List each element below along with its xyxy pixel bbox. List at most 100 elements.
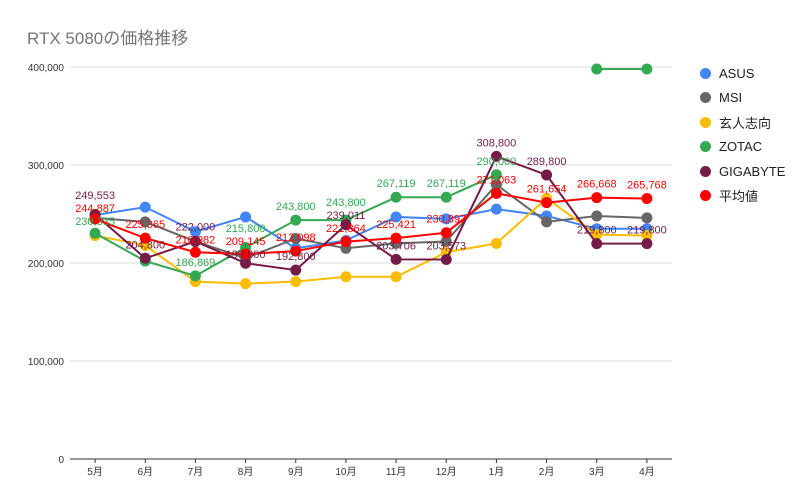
series-line: [95, 183, 647, 260]
data-point: [139, 216, 151, 228]
legend-marker: [700, 190, 711, 202]
data-point: [89, 227, 101, 239]
x-tick-label: 6月: [137, 466, 153, 478]
data-label: 219,800: [627, 225, 667, 237]
data-label: 289,800: [527, 156, 567, 168]
data-label: 239,011: [326, 210, 365, 222]
data-label: 212,098: [276, 232, 316, 244]
legend-item: 平均値: [700, 184, 785, 209]
x-tick-label: 7月: [188, 466, 204, 478]
x-tick-label: 12月: [436, 466, 457, 478]
legend-label: ZOTAC: [719, 139, 763, 155]
data-point: [340, 236, 352, 248]
legend-marker: [700, 67, 711, 79]
data-point: [340, 271, 352, 283]
data-point: [641, 193, 653, 205]
data-label: 225,421: [376, 219, 416, 231]
data-label: 203,573: [426, 240, 466, 252]
data-label: 203,706: [376, 240, 416, 252]
data-label: 204,800: [125, 239, 165, 251]
legend-label: 平均値: [719, 189, 759, 205]
series-line: [94, 155, 647, 272]
legend-marker: [700, 141, 711, 153]
data-point: [591, 238, 603, 250]
legend-item: ZOTAC: [700, 135, 785, 160]
data-point: [139, 232, 151, 244]
data-point: [240, 257, 252, 269]
data-label: 199,800: [226, 249, 266, 261]
legend-marker: [700, 165, 711, 177]
series-ZOTAC: [89, 63, 653, 282]
x-tick-label: 10月: [335, 466, 356, 478]
legend-label: MSI: [719, 90, 743, 106]
data-label: 192,800: [276, 251, 316, 263]
data-point: [440, 213, 452, 225]
x-tick-label: 2月: [539, 466, 555, 478]
legend-label: GIGABYTE: [719, 163, 786, 179]
data-point: [490, 187, 502, 199]
data-label: 221,864: [326, 223, 366, 235]
data-label: 225,365: [125, 219, 165, 231]
data-label: 219,800: [577, 225, 617, 237]
series-line: [94, 192, 647, 256]
data-point: [240, 278, 252, 290]
data-point: [541, 169, 553, 181]
data-point: [240, 211, 252, 223]
data-label: 222,000: [176, 221, 216, 233]
legend-marker: [700, 116, 711, 128]
data-label: 209,145: [226, 236, 266, 248]
data-label: 261,654: [527, 184, 567, 196]
data-label: 186,869: [176, 257, 216, 269]
x-tick-label: 1月: [489, 466, 505, 478]
data-label: 215,800: [226, 223, 266, 235]
data-point: [541, 197, 553, 209]
data-point: [290, 276, 302, 288]
legend-item: MSI: [700, 86, 785, 111]
data-label: 290,000: [477, 156, 517, 168]
legend-item: ASUS: [700, 61, 785, 86]
legend: ASUS MSI 玄人志向 ZOTAC GIGABYTE 平均値: [700, 61, 785, 208]
data-point: [390, 253, 402, 265]
data-label: 210,982: [176, 234, 216, 246]
data-point: [240, 248, 252, 260]
data-point: [490, 150, 502, 162]
data-point: [189, 235, 201, 247]
data-label: 267,119: [377, 178, 416, 190]
data-point: [591, 210, 603, 222]
data-point: [189, 226, 201, 238]
data-label: 244,887: [75, 203, 115, 215]
legend-item: GIGABYTE: [700, 159, 785, 184]
y-tick-label: 300,000: [28, 161, 65, 172]
data-point: [490, 237, 502, 249]
data-point: [340, 219, 352, 231]
x-tick-label: 4月: [639, 466, 655, 478]
data-point: [290, 214, 302, 226]
data-label: 243,800: [326, 197, 366, 209]
legend-label: ASUS: [719, 65, 755, 81]
data-label: 308,800: [477, 137, 517, 149]
chart-title: RTX 5080の価格推移: [27, 29, 189, 48]
data-point: [591, 229, 603, 241]
x-tick-label: 5月: [87, 466, 103, 478]
data-point: [440, 191, 452, 203]
data-point: [440, 227, 452, 239]
legend-label: 玄人志向: [719, 115, 772, 131]
data-point: [641, 230, 653, 242]
y-tick-label: 400,000: [28, 63, 65, 74]
y-tick-label: 100,000: [28, 357, 65, 368]
data-point: [290, 245, 302, 257]
data-point: [440, 235, 452, 247]
data-point: [189, 246, 201, 258]
data-point: [390, 271, 402, 283]
data-point: [490, 179, 502, 191]
data-point: [541, 216, 553, 228]
legend-marker: [700, 92, 711, 104]
x-tick-label: 8月: [238, 466, 254, 478]
data-point: [89, 213, 101, 225]
series-line: [94, 206, 647, 250]
data-point: [390, 191, 402, 203]
data-label: 265,768: [627, 180, 667, 192]
x-tick-label: 9月: [288, 466, 304, 478]
